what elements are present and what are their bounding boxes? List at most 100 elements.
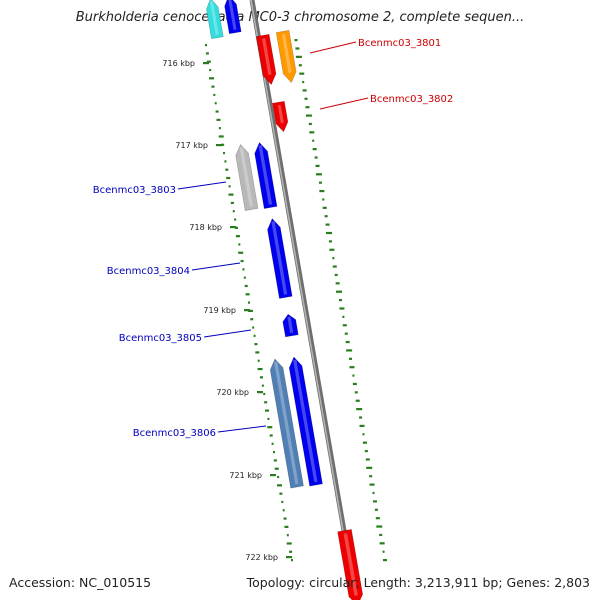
- gene-bcenmc03-3805: [282, 313, 299, 338]
- gc-dot-inner: [252, 326, 255, 329]
- gc-dot-inner: [269, 434, 273, 437]
- gene-bcenmc03-3806: [288, 356, 323, 487]
- gene-label-reverse: Bcenmc03_3803: [93, 185, 176, 196]
- gene-labels: Bcenmc03_3801 Bcenmc03_3802 Bcenmc03_3803 B…: [93, 38, 454, 439]
- gc-dot-inner: [257, 359, 260, 362]
- gene-cyan-top: [206, 0, 224, 40]
- gene-label-reverse: Bcenmc03_3804: [107, 266, 190, 277]
- gc-dot-outer: [365, 458, 370, 461]
- gc-dot-inner: [254, 343, 258, 346]
- gc-dot-outer: [356, 408, 363, 411]
- gc-dot-outer: [319, 189, 325, 193]
- gc-dot-inner: [245, 293, 250, 296]
- gc-dot-inner: [279, 492, 283, 495]
- gc-dot-inner: [243, 276, 246, 279]
- gc-dot-inner: [214, 102, 217, 105]
- gc-dot-inner: [238, 243, 241, 246]
- gene-label-reverse: Bcenmc03_3805: [119, 333, 202, 344]
- gc-dot-outer: [359, 416, 363, 419]
- gc-dot-outer: [329, 248, 335, 251]
- gc-dot-outer: [305, 114, 312, 117]
- gene-bcenmc03-3802: [272, 100, 289, 133]
- gc-dot-outer: [312, 148, 317, 151]
- gene-red-bottom-highlight: [343, 533, 358, 596]
- scale-tick-label: 721 kbp: [229, 471, 262, 480]
- gc-dot-outer: [294, 39, 298, 42]
- gene-bcenmc03-3804: [267, 218, 293, 299]
- gc-dot-outer: [324, 215, 328, 218]
- gc-dot-inner: [218, 135, 224, 138]
- scale-tick-label: 718 kbp: [189, 223, 222, 232]
- gc-dot-outer: [315, 164, 320, 168]
- gc-dot-inner: [206, 60, 211, 63]
- gene-bcenmc03-3801: [255, 33, 277, 86]
- gc-dot-outer: [342, 315, 345, 318]
- position-scale: 716 kbp 717 kbp 718 kbp 719 kbp 720 kbp 721 k…: [162, 59, 292, 562]
- gc-dot-inner: [267, 426, 273, 429]
- gc-dot-inner: [291, 559, 293, 562]
- scale-tick-mark: [286, 556, 292, 559]
- gc-dot-inner: [223, 151, 226, 155]
- gc-dot-inner: [224, 160, 227, 163]
- gc-dot-inner: [271, 442, 274, 445]
- gc-dot-outer: [362, 441, 367, 444]
- gene-gray-3803b: [235, 143, 259, 211]
- gc-dot-outer: [305, 106, 310, 109]
- gene-track: [206, 0, 364, 600]
- gc-dot-outer: [383, 559, 387, 562]
- gc-dot-outer: [334, 273, 338, 277]
- gene-label-forward: Bcenmc03_3802: [370, 94, 453, 105]
- scale-tick-mark: [230, 226, 236, 229]
- gc-dot-inner: [238, 251, 244, 254]
- gc-dot-outer: [379, 533, 383, 537]
- gc-dot-outer: [335, 282, 340, 285]
- gc-dot-inner: [265, 409, 270, 412]
- gc-dot-inner: [274, 467, 279, 470]
- gc-dot-inner: [244, 284, 248, 288]
- gc-dot-outer: [318, 181, 322, 184]
- gc-dot-outer: [322, 198, 325, 201]
- gc-dot-inner: [211, 85, 215, 88]
- gc-dot-inner: [264, 401, 268, 404]
- gene-leader-line: [309, 41, 357, 54]
- gc-dot-inner: [209, 68, 212, 72]
- gc-dot-outer: [322, 206, 327, 209]
- gene-label-forward: Bcenmc03_3801: [358, 38, 441, 49]
- gc-dot-inner: [205, 44, 207, 47]
- gene-leader-line: [203, 329, 252, 338]
- gc-dot-inner: [255, 351, 260, 354]
- gc-dot-inner: [282, 509, 285, 512]
- scale-tick-label: 720 kbp: [216, 388, 249, 397]
- gene-orange-3801b: [275, 29, 297, 84]
- backbone-highlight: [250, 0, 356, 600]
- scale-tick-label: 717 kbp: [175, 141, 208, 150]
- map-title: Burkholderia cenocepacia MC0-3 chromosom…: [75, 10, 525, 25]
- gc-dot-outer: [354, 391, 358, 394]
- gc-dot-inner: [215, 110, 219, 113]
- gc-dot-inner: [213, 93, 216, 97]
- gc-dot-inner: [242, 268, 245, 271]
- gc-dot-outer: [342, 324, 347, 327]
- gc-dot-outer: [372, 500, 377, 503]
- gc-content-track: [205, 39, 387, 562]
- gene-leader-line: [177, 181, 227, 190]
- gc-dot-inner: [247, 309, 253, 313]
- gene-leader-line: [217, 425, 267, 433]
- gc-dot-inner: [228, 185, 231, 188]
- gc-dot-outer: [369, 483, 375, 486]
- gc-dot-outer: [304, 97, 308, 100]
- gc-dot-inner: [289, 550, 293, 553]
- gc-dot-outer: [375, 517, 380, 520]
- gc-dot-inner: [234, 218, 237, 221]
- gc-dot-inner: [273, 459, 277, 462]
- scale-tick-mark: [270, 474, 276, 477]
- gc-dot-inner: [267, 417, 270, 420]
- gc-dot-inner: [225, 168, 229, 171]
- scale-tick-label: 719 kbp: [203, 306, 236, 315]
- gene-cyan-top-highlight: [209, 0, 219, 35]
- gc-dot-inner: [228, 193, 234, 196]
- gc-dot-outer: [379, 542, 385, 545]
- gene-bcenmc03-3803: [254, 141, 278, 209]
